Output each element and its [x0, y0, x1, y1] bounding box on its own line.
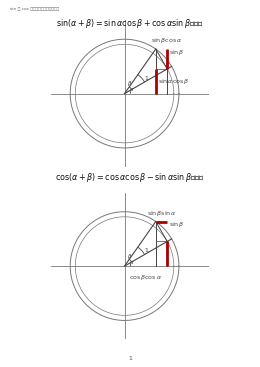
Text: $\sin\beta$: $\sin\beta$ — [170, 221, 185, 229]
Text: $\sin\beta\cos\alpha$: $\sin\beta\cos\alpha$ — [152, 36, 183, 45]
Text: $\cos(\alpha+\beta)=\cos\alpha\cos\beta-\sin\alpha\sin\beta$の証明: $\cos(\alpha+\beta)=\cos\alpha\cos\beta-… — [55, 171, 205, 184]
Text: $1$: $1$ — [144, 246, 149, 254]
Text: sin と cos の加法定理の図形的証明: sin と cos の加法定理の図形的証明 — [10, 6, 60, 10]
Text: $\alpha$: $\alpha$ — [129, 259, 134, 266]
Text: 1: 1 — [128, 356, 132, 361]
Text: $\beta$: $\beta$ — [127, 252, 133, 261]
Text: $1$: $1$ — [144, 73, 149, 81]
Text: $\sin\alpha\cos\beta$: $\sin\alpha\cos\beta$ — [158, 77, 190, 86]
Text: $\cos\beta\cos\alpha$: $\cos\beta\cos\alpha$ — [129, 273, 162, 281]
Text: $\sin\beta$: $\sin\beta$ — [170, 48, 185, 57]
Text: $\alpha$: $\alpha$ — [129, 86, 134, 94]
Text: $\beta$: $\beta$ — [127, 79, 133, 88]
Text: $\sin\beta\sin\alpha$: $\sin\beta\sin\alpha$ — [147, 209, 177, 218]
Text: $\sin(\alpha+\beta)=\sin\alpha\cos\beta+\cos\alpha\sin\beta$の証明: $\sin(\alpha+\beta)=\sin\alpha\cos\beta+… — [56, 17, 204, 29]
